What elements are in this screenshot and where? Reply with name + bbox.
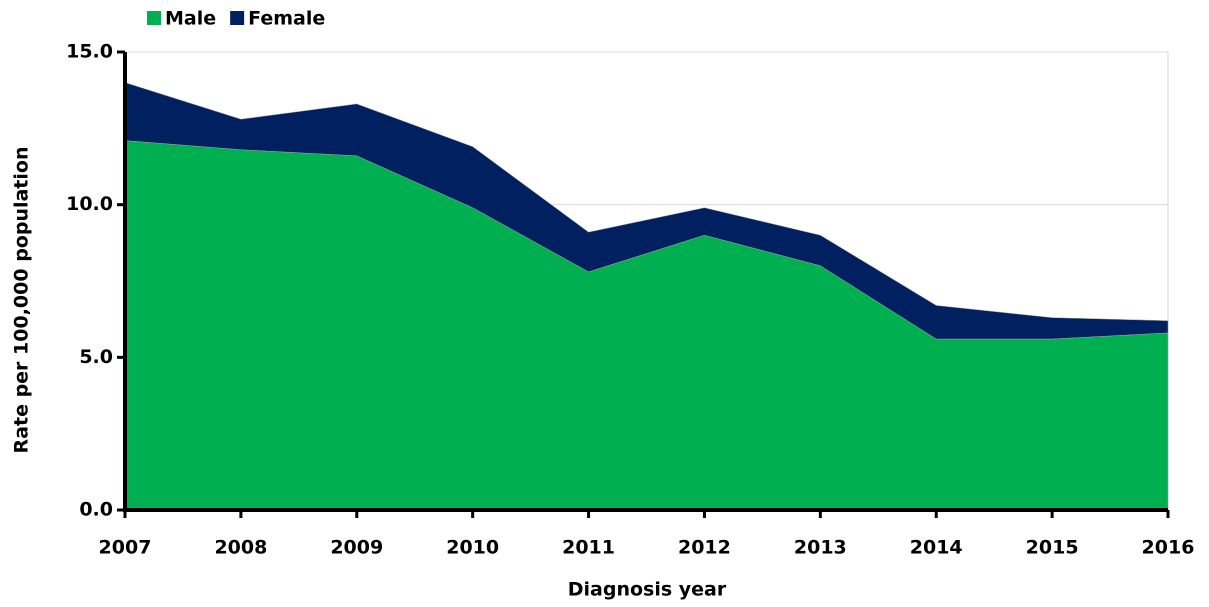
y-tick-label: 10.0 xyxy=(66,193,113,215)
x-tick-label: 2007 xyxy=(99,537,152,559)
x-tick-label: 2010 xyxy=(446,537,499,559)
x-axis-label: Diagnosis year xyxy=(568,579,727,601)
x-tick-label: 2015 xyxy=(1026,537,1079,559)
x-tick-label: 2016 xyxy=(1142,537,1195,559)
legend-label: Male xyxy=(165,8,216,30)
y-axis-label: Rate per 100,000 population xyxy=(11,147,33,454)
y-tick-label: 0.0 xyxy=(79,499,113,521)
y-tick-label: 15.0 xyxy=(66,41,113,63)
legend-swatch xyxy=(230,11,245,25)
x-tick-label: 2008 xyxy=(214,537,267,559)
x-tick-label: 2011 xyxy=(562,537,615,559)
x-tick-label: 2014 xyxy=(910,537,963,559)
x-tick-label: 2009 xyxy=(330,537,383,559)
legend-swatch xyxy=(147,11,161,25)
y-tick-label: 5.0 xyxy=(79,346,113,368)
x-tick-label: 2012 xyxy=(678,537,731,559)
legend-label: Female xyxy=(248,8,325,30)
x-tick-label: 2013 xyxy=(794,537,847,559)
area xyxy=(124,82,1169,340)
